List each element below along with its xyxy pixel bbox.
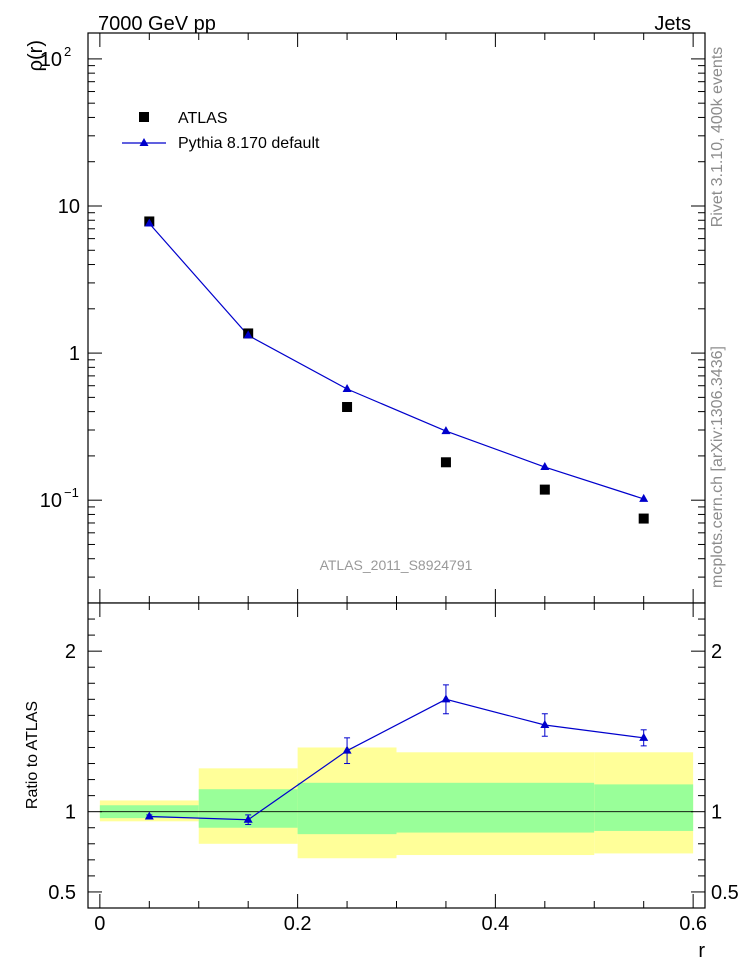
ratio-y-tick-label-right: 0.5 [711,882,739,904]
main-y-tick-label: 10 [58,196,80,218]
atlas-point [638,513,649,524]
main-y-tick-exponent: −1 [64,485,79,500]
main-y-tick-label: 10 [40,490,62,512]
header-left-label: 7000 GeV pp [98,13,216,35]
legend: ATLAS Pythia 8.170 default [122,110,320,152]
main-y-tick-exponent: 2 [64,44,71,59]
pythia-point [342,384,352,393]
pythia-point [540,462,550,471]
ratio-data-layer [144,684,649,826]
watermark: ATLAS_2011_S8924791 [320,557,473,573]
main-data-layer [144,216,649,524]
ratio-pythia-point [342,745,352,754]
ratio-band-inner [396,782,595,833]
ratio-pythia-line [149,698,644,821]
pythia-point [441,426,451,435]
ratio-y-tick-label: 2 [65,641,76,663]
ratio-y-tick-label-right: 2 [711,641,722,663]
pythia-point [144,218,154,227]
ratio-xlabel: r [698,940,705,962]
ratio-y-tick-label: 0.5 [48,882,76,904]
pythia-point [639,493,649,502]
ratio-panel: 2 2 1 1 0.5 0.5 0 0.2 0.4 0.6 Ratio to ATLAS r [24,602,739,962]
ratio-pythia-point [243,814,253,823]
main-plot-area [88,33,705,603]
main-ylabel: ρ(r) [25,40,47,71]
ratio-y-tick-label-right: 1 [711,802,722,824]
atlas-point [440,457,451,468]
side-label-top: Rivet 3.1.10, 400k events [709,47,726,228]
legend-atlas-label: ATLAS [178,110,228,127]
ratio-y-tick-label: 1 [65,802,76,824]
ratio-x-tick-label: 0.4 [481,913,509,935]
legend-atlas-marker [139,112,149,122]
main-y-tick-label: 1 [69,343,80,365]
header-right-label: Jets [654,13,691,35]
side-label-bottom: mcplots.cern.ch [arXiv:1306.3436] [709,346,726,588]
ratio-band-inner [297,782,397,835]
ratio-x-tick-label: 0.6 [679,913,707,935]
ratio-bands-layer [99,747,694,859]
ratio-ylabel: Ratio to ATLAS [24,701,41,809]
ratio-x-tick-label: 0 [94,913,105,935]
ratio-pythia-point [441,694,451,703]
ratio-pythia-point [540,720,550,728]
ratio-pythia-point [639,732,649,741]
ratio-band-inner [594,784,694,831]
ratio-ticks: 2 2 1 1 0.5 0.5 0 0.2 0.4 0.6 [48,603,739,935]
atlas-point [342,402,353,413]
atlas-point [539,484,550,495]
pythia-line [148,223,644,500]
legend-pythia-marker [139,138,149,146]
main-y-tick-label: 10 [40,49,62,71]
ratio-x-tick-label: 0.2 [284,913,312,935]
ratio-pythia-point [144,811,154,820]
legend-pythia-label: Pythia 8.170 default [178,135,320,152]
pythia-point [243,330,253,339]
